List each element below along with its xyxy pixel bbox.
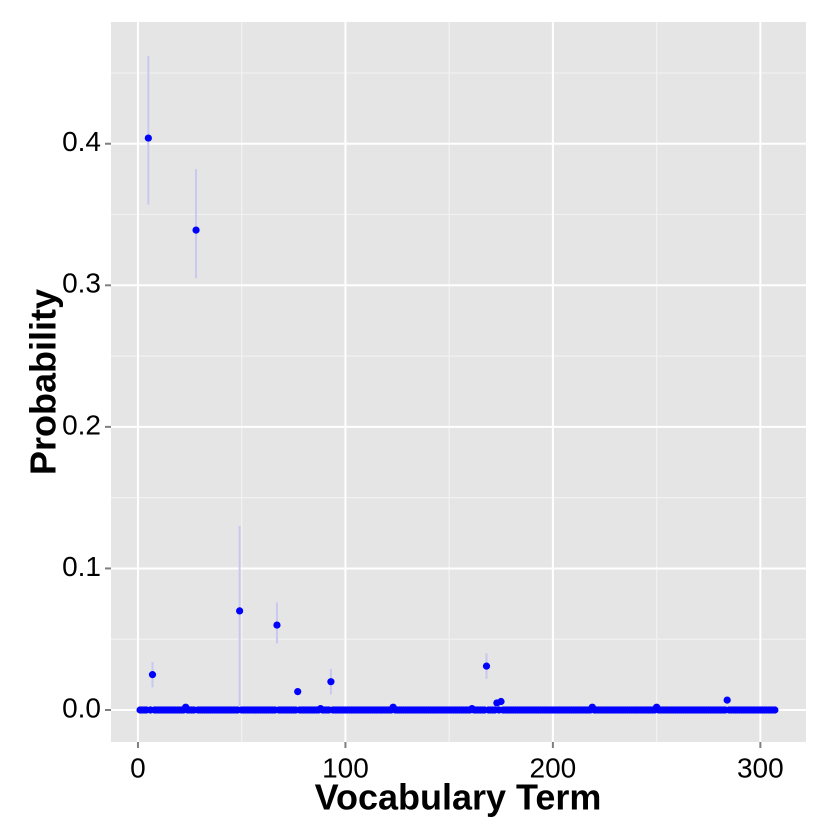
axes: 0 100 200 300 0.0 0.1 0.2 0.3 0.4: [62, 126, 784, 783]
point: [148, 671, 157, 679]
y-tick-label: 0.1: [62, 551, 101, 582]
point: [482, 662, 491, 670]
grid: [111, 22, 806, 742]
point: [294, 688, 302, 696]
y-tick-label: 0.2: [62, 409, 101, 440]
point: [723, 696, 731, 704]
point: [144, 134, 152, 142]
y-tick-label: 0.0: [62, 692, 101, 723]
point: [273, 621, 281, 629]
plot-panel: [111, 22, 806, 742]
x-tick-label: 0: [130, 752, 146, 783]
points: [136, 134, 779, 714]
x-tick-label: 300: [737, 752, 784, 783]
y-axis-title: Probability: [23, 289, 64, 475]
x-tick-label: 200: [530, 752, 577, 783]
x-axis-title: Vocabulary Term: [315, 777, 602, 818]
y-tick-label: 0.4: [62, 126, 101, 157]
point: [236, 607, 244, 615]
point: [327, 678, 335, 686]
y-tick-label: 0.3: [62, 268, 101, 299]
x-tick-label: 100: [322, 752, 369, 783]
point: [497, 697, 505, 706]
point: [771, 706, 779, 714]
point: [192, 226, 200, 234]
